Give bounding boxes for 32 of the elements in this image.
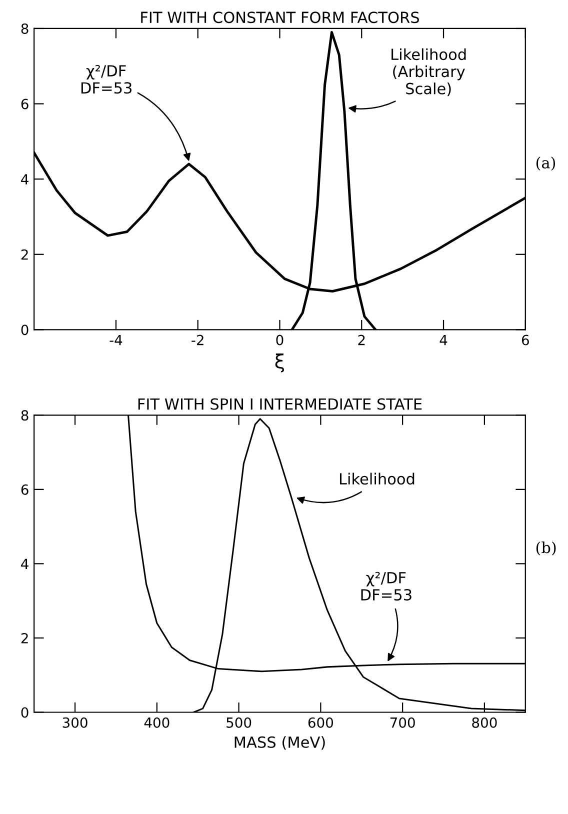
y-tick-label: 2 xyxy=(21,632,28,644)
x-tick-label: 700 xyxy=(390,717,415,728)
x-tick-label: 400 xyxy=(144,717,170,728)
y-tick-label: 2 xyxy=(21,249,28,260)
x-tick-label: 4 xyxy=(440,334,448,346)
y-tick-label: 0 xyxy=(21,324,28,336)
annotation: χ²/DF DF=53 xyxy=(361,572,412,601)
y-tick-label: 8 xyxy=(21,23,28,34)
annotation: Likelihood (Arbitrary Scale) xyxy=(392,48,466,96)
chart-title: FIT WITH CONSTANT FORM FACTORS xyxy=(141,12,419,24)
x-tick-label: -2 xyxy=(192,334,204,346)
x-axis-title: ξ xyxy=(275,354,284,372)
annotation: χ²/DF DF=53 xyxy=(81,65,132,94)
x-tick-label: 500 xyxy=(226,717,252,728)
x-tick-label: 6 xyxy=(522,334,529,346)
y-tick-label: 8 xyxy=(21,410,28,421)
y-tick-label: 4 xyxy=(21,558,28,569)
y-tick-label: 4 xyxy=(21,174,28,184)
x-tick-label: 300 xyxy=(62,717,88,728)
x-tick-label: 0 xyxy=(276,334,284,346)
y-tick-label: 6 xyxy=(21,484,28,495)
y-tick-label: 6 xyxy=(21,98,28,110)
chart-title: FIT WITH SPIN I INTERMEDIATE STATE xyxy=(138,398,422,410)
text: (a) xyxy=(536,156,556,171)
x-tick-label: 2 xyxy=(358,334,365,346)
x-axis-title: MASS (MeV) xyxy=(234,736,325,750)
x-tick-label: 800 xyxy=(472,717,497,728)
y-tick-label: 0 xyxy=(21,707,28,718)
annotation: Likelihood xyxy=(340,472,414,485)
x-tick-label: 600 xyxy=(308,717,334,728)
x-tick-label: -4 xyxy=(110,334,122,346)
text: (b) xyxy=(536,541,556,556)
